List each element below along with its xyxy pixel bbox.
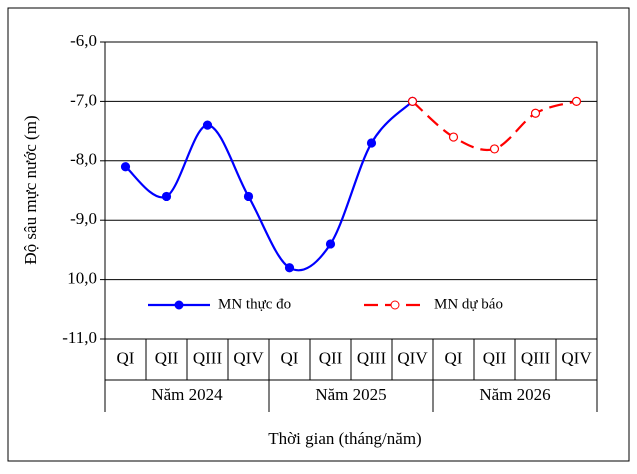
series-line bbox=[124, 100, 414, 272]
x-tick-label: QI bbox=[281, 348, 299, 367]
y-tick-label: 10,0 bbox=[67, 269, 97, 288]
legend-marker bbox=[174, 300, 184, 310]
x-tick-label: QI bbox=[445, 348, 463, 367]
point bbox=[448, 132, 459, 142]
group-label: Năm 2025 bbox=[315, 385, 386, 404]
group-label: Năm 2024 bbox=[151, 385, 223, 404]
x-tick-label: QI bbox=[117, 348, 135, 367]
y-tick-label: -11,0 bbox=[62, 328, 97, 347]
group-label: Năm 2026 bbox=[479, 385, 550, 404]
y-tick-label: -6,0 bbox=[70, 31, 97, 50]
point bbox=[489, 144, 500, 154]
x-tick-label: QIV bbox=[397, 348, 428, 367]
y-tick-label: -8,0 bbox=[70, 150, 97, 169]
x-tick-label: QIV bbox=[233, 348, 264, 367]
point bbox=[571, 96, 582, 107]
x-tick-label: QIII bbox=[357, 348, 387, 367]
legend-label: MN dự báo bbox=[434, 296, 503, 312]
point bbox=[325, 239, 336, 249]
x-tick-label: QII bbox=[155, 348, 179, 367]
point bbox=[366, 138, 377, 148]
point bbox=[161, 191, 172, 202]
x-tick-label: QII bbox=[483, 348, 507, 367]
point bbox=[243, 191, 254, 202]
x-tick-label: QII bbox=[319, 348, 343, 367]
point bbox=[284, 263, 295, 273]
y-tick-label: -7,0 bbox=[70, 90, 97, 109]
x-tick-label: QIII bbox=[521, 348, 551, 367]
point bbox=[202, 120, 213, 130]
point bbox=[407, 96, 418, 107]
x-tick-label: QIV bbox=[561, 348, 592, 367]
legend-label: MN thực đo bbox=[218, 296, 291, 312]
y-tick-label: -9,0 bbox=[70, 209, 97, 228]
x-axis-label: Thời gian (tháng/năm) bbox=[268, 429, 421, 448]
point bbox=[120, 162, 131, 172]
x-tick-label: QIII bbox=[193, 348, 223, 367]
frame bbox=[7, 7, 630, 462]
y-axis-label: Độ sâu mực nước (m) bbox=[21, 115, 40, 264]
legend-marker bbox=[390, 300, 400, 310]
point bbox=[530, 108, 541, 118]
